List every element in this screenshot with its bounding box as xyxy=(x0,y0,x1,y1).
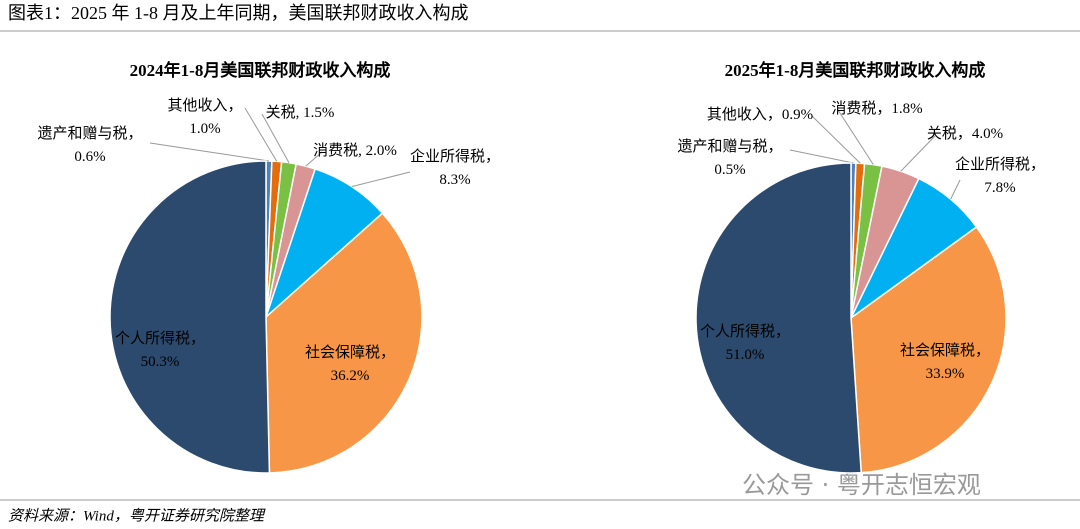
pie-slice xyxy=(695,162,863,474)
leader-line xyxy=(305,151,323,167)
value-label: 0.6% xyxy=(74,149,105,165)
data-label: 个人所得税， 50.3% xyxy=(115,330,205,370)
watermark: 公众号 · 粤开志恒宏观 xyxy=(742,471,981,499)
category-label: 关税， xyxy=(927,125,972,142)
category-label: 消费税, xyxy=(313,142,366,159)
category-label: 个人所得税， xyxy=(115,330,205,347)
value-label: 7.8% xyxy=(984,180,1015,196)
leader-line xyxy=(900,135,936,172)
data-label: 消费税，1.8% xyxy=(831,100,922,117)
value-label: 4.0% xyxy=(972,126,1003,142)
data-label: 企业所得税， 8.3% xyxy=(410,147,500,188)
data-label: 遗产和赠与税， 0.5% xyxy=(677,138,782,178)
leader-line xyxy=(811,115,861,164)
data-label: 其他收入， 1.0% xyxy=(167,97,242,137)
category-label: 关税, xyxy=(266,104,304,121)
leader-line xyxy=(789,149,854,164)
leader-line xyxy=(950,179,961,200)
data-label: 企业所得税， 7.8% xyxy=(955,155,1045,196)
leader-line xyxy=(261,113,290,163)
value-label: 36.2% xyxy=(331,368,370,384)
pie-slice xyxy=(109,160,271,474)
chart-title: 2024年1-8月美国联邦财政收入构成 xyxy=(130,60,391,80)
pie-slice xyxy=(265,212,423,474)
value-label: 2.0% xyxy=(366,143,397,159)
leader-line xyxy=(837,109,874,165)
value-label: 1.0% xyxy=(189,121,220,137)
value-label: 50.3% xyxy=(141,354,180,370)
category-label: 社会保障税， xyxy=(305,343,395,361)
value-label: 0.5% xyxy=(714,162,745,178)
data-label: 个人所得税， 51.0% xyxy=(700,323,790,363)
data-label: 遗产和赠与税， 0.6% xyxy=(37,125,142,165)
figure-title: 图表1：2025 年 1-8 月及上年同期，美国联邦财政收入构成 xyxy=(8,3,469,23)
category-label: 企业所得税， xyxy=(955,155,1045,173)
category-label: 个人所得税， xyxy=(700,323,790,340)
category-label: 社会保障税， xyxy=(900,341,990,359)
leader-line xyxy=(244,107,278,162)
category-label: 其他收入， xyxy=(707,106,782,123)
source: 资料来源：Wind，粤开证券研究院整理 xyxy=(8,507,266,524)
pie-slice xyxy=(850,225,1007,474)
data-label: 消费税, 2.0% xyxy=(313,142,397,159)
chart-title: 2025年1-8月美国联邦财政收入构成 xyxy=(725,60,986,80)
data-label: 社会保障税， 33.9% xyxy=(900,341,990,382)
category-label: 遗产和赠与税， xyxy=(677,138,782,155)
data-label: 关税, 1.5% xyxy=(266,104,335,121)
data-label: 其他收入，0.9% xyxy=(707,106,813,123)
value-label: 51.0% xyxy=(726,347,765,363)
leader-line xyxy=(149,142,270,162)
data-label: 社会保障税， 36.2% xyxy=(305,343,395,384)
category-label: 消费税， xyxy=(831,100,891,117)
category-label: 其他收入， xyxy=(167,97,242,114)
data-label: 关税，4.0% xyxy=(927,125,1003,142)
value-label: 33.9% xyxy=(926,366,965,382)
value-label: 8.3% xyxy=(439,172,470,188)
value-label: 1.5% xyxy=(303,105,334,121)
category-label: 遗产和赠与税， xyxy=(37,125,142,142)
value-label: 0.9% xyxy=(782,107,813,123)
category-label: 企业所得税， xyxy=(410,147,500,165)
value-label: 1.8% xyxy=(891,101,922,117)
leader-line xyxy=(351,171,411,188)
